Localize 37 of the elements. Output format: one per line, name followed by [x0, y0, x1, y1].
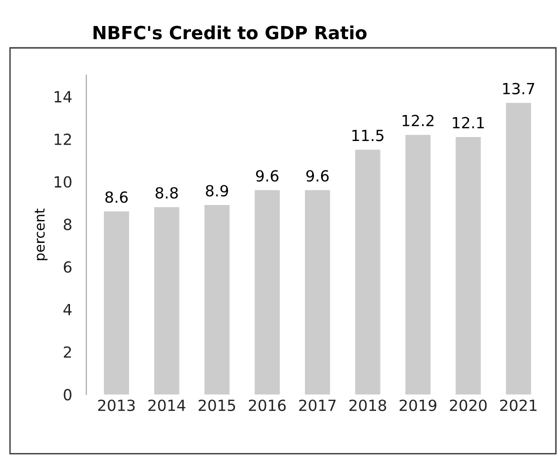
data-label: 12.2 — [402, 114, 434, 126]
x-tick-label: 2018 — [349, 400, 386, 412]
x-tick-label: 2015 — [198, 400, 236, 412]
bar — [104, 211, 130, 394]
y-tick-label: 2 — [64, 346, 71, 358]
data-label: 12.1 — [452, 116, 484, 128]
y-axis-title: percent — [34, 208, 48, 260]
x-tick-label: 2013 — [98, 400, 135, 412]
bar — [254, 190, 280, 394]
x-tick-label: 2021 — [500, 400, 537, 412]
data-label: 8.9 — [206, 184, 228, 197]
bar — [204, 205, 230, 394]
bar — [456, 136, 481, 394]
data-label: 9.6 — [256, 170, 278, 182]
bar — [506, 102, 532, 394]
chart-title: NBFC's Credit to GDP Ratio — [94, 25, 367, 40]
x-tick-label: 2019 — [400, 400, 436, 412]
data-label: 9.6 — [306, 170, 329, 182]
x-tick-label: 2020 — [450, 400, 487, 412]
y-tick-label: 0 — [64, 388, 72, 400]
y-tick-label: 12 — [54, 134, 71, 145]
data-label: 8.8 — [156, 187, 178, 199]
y-tick-label: 4 — [63, 304, 72, 316]
y-tick-label: 6 — [64, 261, 72, 273]
y-tick-label: 10 — [54, 176, 72, 188]
data-label: 13.7 — [503, 82, 534, 94]
x-tick-label: 2017 — [299, 400, 336, 412]
data-label: 8.6 — [105, 191, 128, 203]
data-label: 11.5 — [352, 130, 384, 142]
bar — [304, 190, 330, 394]
y-tick-label: 8 — [64, 218, 72, 230]
bar — [405, 134, 431, 394]
y-tick-label: 14 — [54, 91, 72, 102]
bar — [154, 207, 180, 394]
bar — [355, 150, 380, 394]
x-tick-label: 2014 — [148, 400, 186, 412]
x-tick-label: 2016 — [248, 400, 286, 412]
